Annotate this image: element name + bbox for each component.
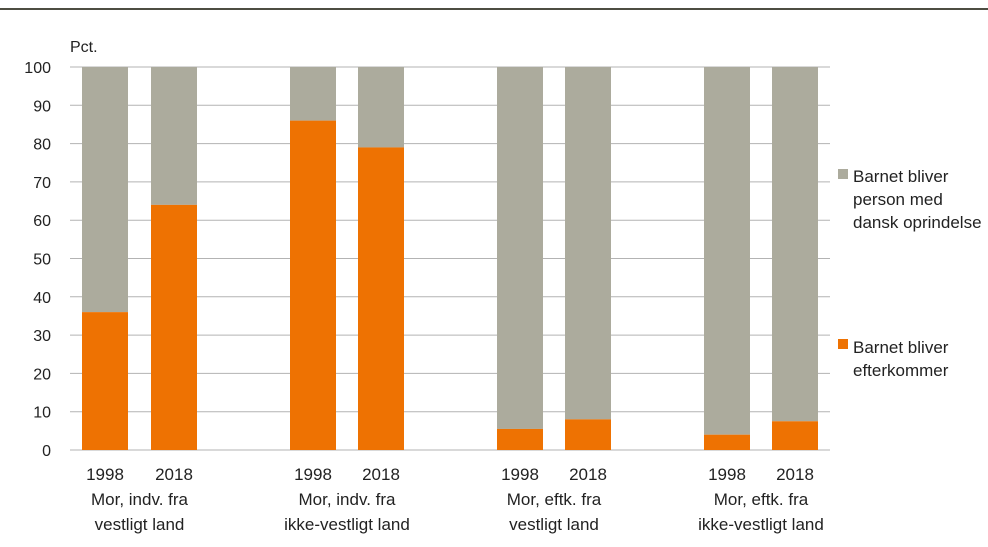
y-tick-label-0: 0	[42, 443, 51, 460]
x-tick-label-year: 2018	[155, 465, 193, 484]
group-label-line: Mor, eftk. fra	[507, 490, 602, 509]
x-tick-label-year: 1998	[708, 465, 746, 484]
bar-descendant-group2-2018	[358, 147, 404, 450]
legend-label-origin: person med	[853, 190, 943, 209]
y-tick-label-60: 60	[33, 213, 51, 230]
x-tick-label-year: 1998	[86, 465, 124, 484]
legend-label-origin: Barnet bliver	[853, 167, 949, 186]
bar-origin-group3-2018	[565, 67, 611, 420]
bar-descendant-group4-1998	[704, 434, 750, 450]
legend-label-descendant: Barnet bliver	[853, 338, 949, 357]
legend: Barnet bliver person med dansk oprindelse B…	[838, 167, 982, 380]
y-tick-labels: 0 10 20 30 40 50 60 70 80 90 100	[24, 60, 51, 460]
bar-origin-group2-1998	[290, 67, 336, 121]
y-axis-unit-label: Pct.	[70, 39, 98, 56]
bars	[82, 67, 818, 451]
y-tick-label-100: 100	[24, 60, 51, 77]
y-tick-label-10: 10	[33, 405, 51, 422]
legend-swatch-descendant	[838, 339, 848, 349]
bar-descendant-group1-1998	[82, 312, 128, 450]
y-tick-label-50: 50	[33, 252, 51, 269]
bar-origin-group4-1998	[704, 67, 750, 435]
y-tick-label-90: 90	[33, 98, 51, 115]
y-tick-label-30: 30	[33, 328, 51, 345]
bar-origin-group3-1998	[497, 67, 543, 429]
x-tick-label-year: 1998	[294, 465, 332, 484]
bar-descendant-group2-1998	[290, 120, 336, 451]
x-axis-labels: 1998 2018 Mor, indv. fra vestligt land 1998 2…	[86, 465, 824, 534]
group-label-line: Mor, indv. fra	[91, 490, 189, 509]
bar-origin-group1-2018	[151, 67, 197, 205]
y-tick-label-40: 40	[33, 290, 51, 307]
x-tick-label-year: 1998	[501, 465, 539, 484]
legend-label-descendant: efterkommer	[853, 361, 949, 380]
bar-origin-group4-2018	[772, 67, 818, 422]
y-tick-label-20: 20	[33, 366, 51, 383]
bar-descendant-group1-2018	[151, 204, 197, 450]
x-tick-label-year: 2018	[776, 465, 814, 484]
group-label-line: ikke-vestligt land	[698, 515, 824, 534]
y-tick-label-70: 70	[33, 175, 51, 192]
bar-descendant-group3-2018	[565, 419, 611, 450]
x-tick-label-year: 2018	[362, 465, 400, 484]
bar-origin-group1-1998	[82, 67, 128, 313]
group-label-line: vestligt land	[509, 515, 599, 534]
bar-origin-group2-2018	[358, 67, 404, 148]
group-label-line: Mor, eftk. fra	[714, 490, 809, 509]
group-label-line: Mor, indv. fra	[299, 490, 397, 509]
legend-label-origin: dansk oprindelse	[853, 213, 982, 232]
legend-swatch-origin	[838, 169, 848, 179]
y-tick-label-80: 80	[33, 137, 51, 154]
x-tick-label-year: 2018	[569, 465, 607, 484]
bar-descendant-group3-1998	[497, 428, 543, 450]
group-label-line: vestligt land	[95, 515, 185, 534]
group-label-line: ikke-vestligt land	[284, 515, 410, 534]
bar-descendant-group4-2018	[772, 421, 818, 450]
